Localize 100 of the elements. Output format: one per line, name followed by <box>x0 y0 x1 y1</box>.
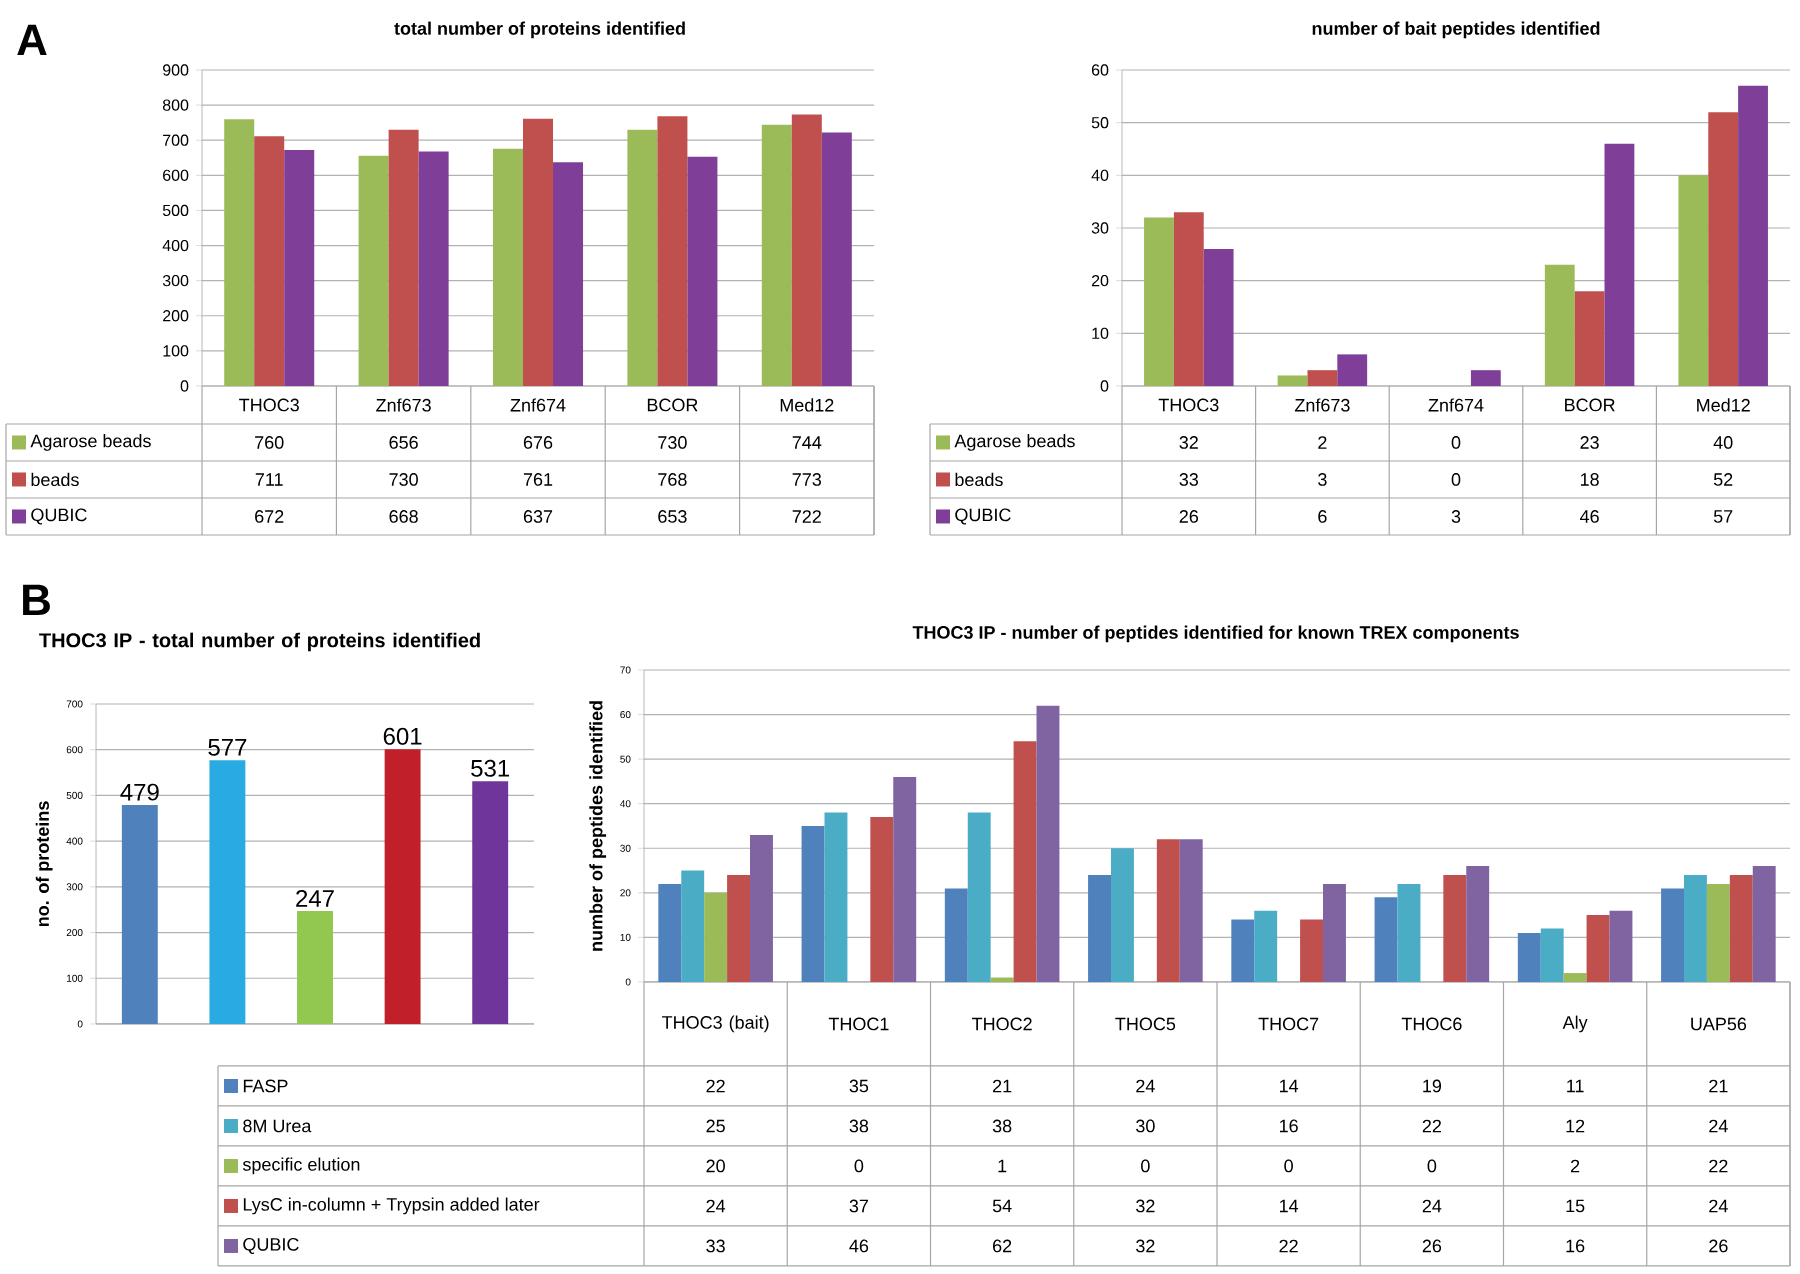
data-label: 3 <box>1318 473 1327 486</box>
data-label: 35 <box>849 1079 869 1093</box>
bar <box>1323 883 1346 982</box>
bar <box>1708 112 1739 386</box>
bar <box>388 129 419 386</box>
data-label: 0 <box>854 1159 864 1173</box>
bar <box>801 825 825 982</box>
x-tick-label: Med12 <box>780 398 834 412</box>
y-tick-label: 0 <box>1100 380 1109 392</box>
data-label: 24 <box>1709 1119 1728 1133</box>
data-label: 668 <box>389 510 418 523</box>
data-label: 768 <box>658 473 687 486</box>
data-label: 57 <box>1713 510 1733 523</box>
bar <box>523 118 554 386</box>
bar <box>627 129 658 386</box>
bar <box>704 892 728 982</box>
data-label: 38 <box>849 1119 869 1133</box>
data-label: 16 <box>1566 1239 1585 1253</box>
data-label: 0 <box>1451 473 1461 486</box>
bar <box>893 776 917 982</box>
data-label: 18 <box>1580 473 1599 486</box>
y-axis-title: number of peptides identified <box>589 701 607 951</box>
data-label: 14 <box>1279 1079 1299 1093</box>
legend-label: LysC in-column + Trypsin added later <box>243 1197 540 1215</box>
bar <box>1300 919 1324 982</box>
bar <box>493 148 524 386</box>
bar <box>1254 910 1278 982</box>
y-tick-label: 400 <box>162 239 189 252</box>
bar <box>1540 928 1564 982</box>
bar <box>358 155 389 386</box>
text: A <box>17 24 47 56</box>
y-tick-label: 100 <box>163 345 189 357</box>
data-label: 15 <box>1566 1199 1585 1213</box>
bar <box>1374 897 1398 982</box>
bar <box>750 834 773 982</box>
data-label: 479 <box>120 783 159 801</box>
data-label: 0 <box>1451 436 1461 449</box>
legend-label: QUBIC <box>955 508 1011 525</box>
data-label: 711 <box>255 473 283 486</box>
bar <box>944 888 968 982</box>
bar <box>1574 291 1605 386</box>
legend-label: QUBIC <box>243 1237 299 1254</box>
data-label: 26 <box>1709 1239 1728 1253</box>
chart-title: total number of proteins identified <box>394 21 685 39</box>
x-tick-label: THOC3 (bait) <box>662 1015 769 1033</box>
legend-label: Agarose beads <box>954 434 1075 451</box>
bar <box>1088 875 1111 982</box>
y-tick-label: 500 <box>162 204 189 217</box>
chart-title: number of bait peptides identified <box>1312 21 1600 39</box>
chart-title: THOC3 IP - number of peptides identified for known TREX components <box>912 625 1519 643</box>
data-label: 33 <box>706 1239 725 1253</box>
bar <box>1231 919 1255 982</box>
x-tick-label: Znf673 <box>1294 398 1350 412</box>
bar <box>1738 85 1768 386</box>
bar <box>824 812 848 982</box>
legend-label: Agarose beads <box>30 434 151 451</box>
x-tick-label: THOC2 <box>972 1017 1032 1031</box>
y-tick-label: 40 <box>1091 169 1109 181</box>
bar <box>687 156 718 386</box>
bar <box>1661 888 1684 982</box>
data-label: 722 <box>792 510 821 523</box>
data-label: 730 <box>389 473 418 486</box>
data-label: 0 <box>1284 1159 1293 1173</box>
data-label: 2 <box>1571 1159 1580 1173</box>
bar <box>1156 839 1180 982</box>
bar <box>1307 370 1338 386</box>
data-label: 20 <box>706 1159 725 1173</box>
data-label: 21 <box>993 1079 1012 1093</box>
x-tick-label: Aly <box>1562 1015 1588 1033</box>
data-label: 656 <box>389 436 418 449</box>
bar <box>121 805 158 1024</box>
x-tick-label: BCOR <box>1565 398 1615 412</box>
data-label: 26 <box>1422 1239 1442 1253</box>
data-label: 6 <box>1318 510 1327 523</box>
y-tick-label: 60 <box>1091 64 1109 76</box>
x-tick-label: Med12 <box>1697 398 1750 412</box>
data-label: 30 <box>1136 1119 1155 1133</box>
bar <box>472 781 509 1024</box>
legend-label: 8M Urea <box>243 1119 312 1133</box>
text: B <box>23 584 50 616</box>
bar <box>658 883 682 982</box>
data-label: 3 <box>1451 510 1461 523</box>
y-tick-label: 700 <box>163 134 189 146</box>
bar <box>1678 175 1709 386</box>
data-label: 26 <box>1179 510 1199 523</box>
data-label: 21 <box>1709 1079 1728 1093</box>
bar <box>1609 910 1633 982</box>
bar <box>1179 839 1203 982</box>
bar <box>1337 354 1368 386</box>
data-label: 14 <box>1279 1199 1299 1213</box>
bar <box>1277 375 1308 386</box>
bar <box>1466 866 1490 982</box>
x-tick-label: Znf674 <box>1428 398 1484 412</box>
bar <box>284 150 315 386</box>
data-label: 637 <box>523 510 553 523</box>
x-tick-label: THOC7 <box>1258 1017 1319 1031</box>
data-label: 531 <box>471 759 510 777</box>
bar <box>1013 741 1037 982</box>
data-label: 37 <box>849 1199 868 1213</box>
data-label: 23 <box>1580 436 1599 449</box>
